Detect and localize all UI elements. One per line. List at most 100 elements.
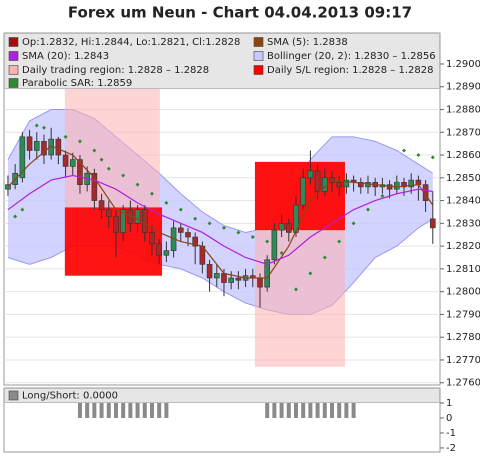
sar-dot [380,194,385,199]
sar-dot [99,157,104,162]
y-tick-label: 1.2830 [446,218,480,229]
y-tick-label: -1 [446,428,456,439]
legend-label: Op:1.2832, Hi:1.2844, Lo:1.2821, Cl:1.28… [22,37,240,48]
sar-dot [337,239,342,244]
candle-body [141,209,148,233]
candle-body [192,236,198,247]
bar [265,402,270,418]
candle-body [19,136,26,179]
sar-dot [77,139,82,144]
candle-body [163,250,170,256]
sar-dot [430,155,435,160]
sar-dot [401,148,406,153]
legend-swatch [253,65,264,75]
y-tick-label: 1.2820 [446,241,480,252]
candle-body [343,179,350,188]
candle-body [134,209,141,224]
legend-swatch [8,78,19,88]
sar-dot [149,191,154,196]
sar-dot [308,271,313,276]
sar-dot [164,200,169,205]
bar [308,402,313,418]
candle-body [415,179,422,185]
legend-box [4,33,440,89]
bar [272,402,277,418]
chart-title: Forex um Neun - Chart 04.04.2013 09:17 [68,4,412,22]
sar-dot [92,148,97,153]
candle-body [336,182,342,188]
candle-body [401,182,407,188]
axis: 1.2760 1.2770 1.2780 1.2790 1.2800 1.2810 1.28… [440,59,480,454]
candle-body [69,159,76,167]
sar-dot [221,225,226,230]
bar [351,402,356,418]
candle-body [271,229,278,261]
sar-dot [106,166,111,171]
bar [142,402,147,418]
y-tick-label: 1.2870 [446,127,480,138]
candle-body [62,154,69,167]
sar-dot [121,173,126,178]
legend-box [4,388,440,403]
y-tick-label: 0 [446,413,452,424]
candle-body [33,141,40,151]
candle-body [278,223,285,231]
candle-body [307,170,314,179]
sar-dot [279,250,284,255]
bar [164,402,169,418]
candle-body [293,204,299,233]
candle-body [120,209,126,233]
bar [128,402,133,418]
candle-body [91,172,98,201]
y-tick-label: 1.2860 [446,150,480,161]
legend-label: SMA (5): 1.2838 [267,37,348,48]
bar [99,402,104,418]
y-tick-label: 1 [446,398,452,409]
bar [337,402,342,418]
candle-body [177,227,184,233]
candle-body [105,209,112,217]
candle-body [55,138,62,156]
bar [322,402,327,418]
legend-swatch [253,51,264,61]
sar-dot [41,125,46,130]
bar [92,402,97,418]
candle-body [113,216,119,233]
candle-body [77,159,83,185]
candle-body [213,273,220,279]
legend-swatch [8,51,19,61]
y-tick-label: 1.2850 [446,173,480,184]
candle-body [185,232,191,238]
sar-dot [193,216,198,221]
candle-body [285,223,292,233]
sar-dot [416,153,421,158]
bar [149,402,154,418]
bar [329,402,334,418]
legend: Op:1.2832, Hi:1.2844, Lo:1.2821, Cl:1.28… [4,33,440,403]
y-tick-label: 1.2880 [446,105,480,116]
candle-body [41,141,47,156]
candle-body [257,277,263,288]
y-tick-label: 1.2780 [446,332,480,343]
candle-body [149,232,155,245]
legend-label: SMA (20): 1.2843 [22,51,109,62]
legend-swatch [8,37,19,47]
y-tick-label: -2 [446,443,456,454]
sar-dot [34,123,39,128]
y-tick-label: 1.2810 [446,264,480,275]
sar-dot [394,180,399,185]
legend-swatch [8,65,19,75]
legend-label: Parabolic SAR: 1.2859 [22,78,132,89]
sar-dot [293,287,298,292]
candle-body [5,184,11,190]
bar [344,402,349,418]
candle-body [26,136,33,151]
bar [121,402,126,418]
sar-dot [351,221,356,226]
candle-body [314,170,321,192]
y-tick-label: 1.2770 [446,355,480,366]
plot [5,33,436,418]
bar [315,402,320,418]
sar-dot [236,230,241,235]
